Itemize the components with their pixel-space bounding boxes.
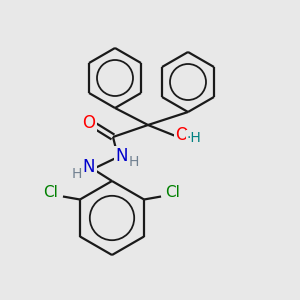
Text: H: H [72,167,82,181]
Text: N: N [116,147,128,165]
Text: H: H [129,155,139,169]
Text: N: N [83,158,95,176]
Text: Cl: Cl [44,185,59,200]
Text: ·H: ·H [187,131,201,145]
Text: Cl: Cl [166,185,181,200]
Text: O: O [82,114,95,132]
Text: O: O [176,126,188,144]
